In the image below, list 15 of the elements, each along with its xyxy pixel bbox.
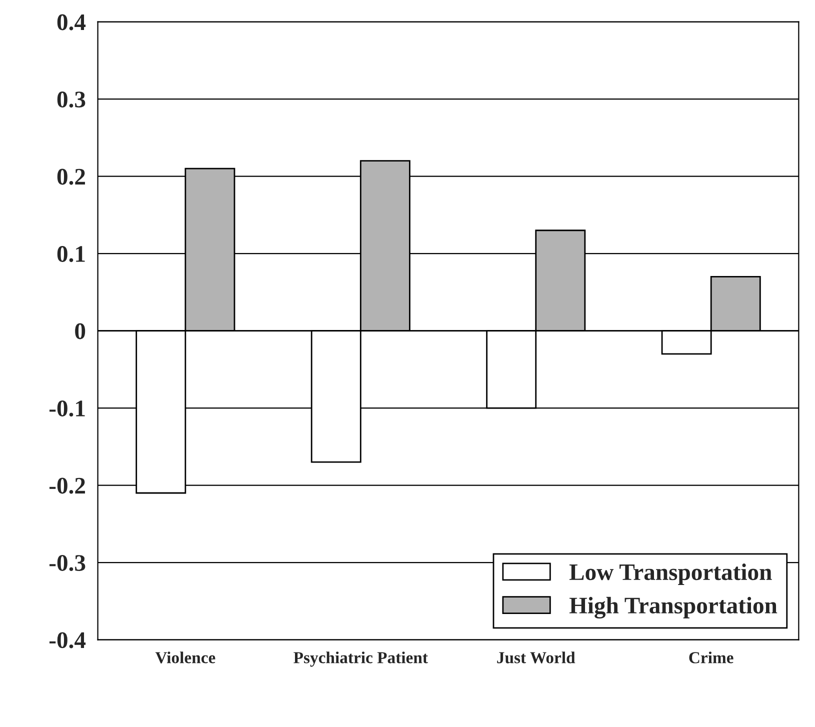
y-tick-label: 0.2 xyxy=(57,168,85,185)
x-tick-label: Crime xyxy=(689,652,734,664)
x-tick-label: Just World xyxy=(497,652,576,664)
legend-label: Low Transportation xyxy=(569,564,772,585)
y-tick-label: 0 xyxy=(75,323,86,340)
y-tick-label: 0.1 xyxy=(57,246,85,262)
legend-label: High Transportation xyxy=(569,596,778,619)
x-tick-label: Violence xyxy=(155,652,216,664)
y-tick-label: -0.4 xyxy=(49,632,86,648)
y-tick-label: 0.3 xyxy=(57,92,86,108)
y-tick-label: -0.2 xyxy=(49,478,85,494)
x-tick-label: Psychiatric Patient xyxy=(294,652,428,667)
y-tick-label: 0.4 xyxy=(57,14,86,30)
y-tick-label: -0.1 xyxy=(49,400,85,417)
y-tick-label: -0.3 xyxy=(49,555,86,572)
